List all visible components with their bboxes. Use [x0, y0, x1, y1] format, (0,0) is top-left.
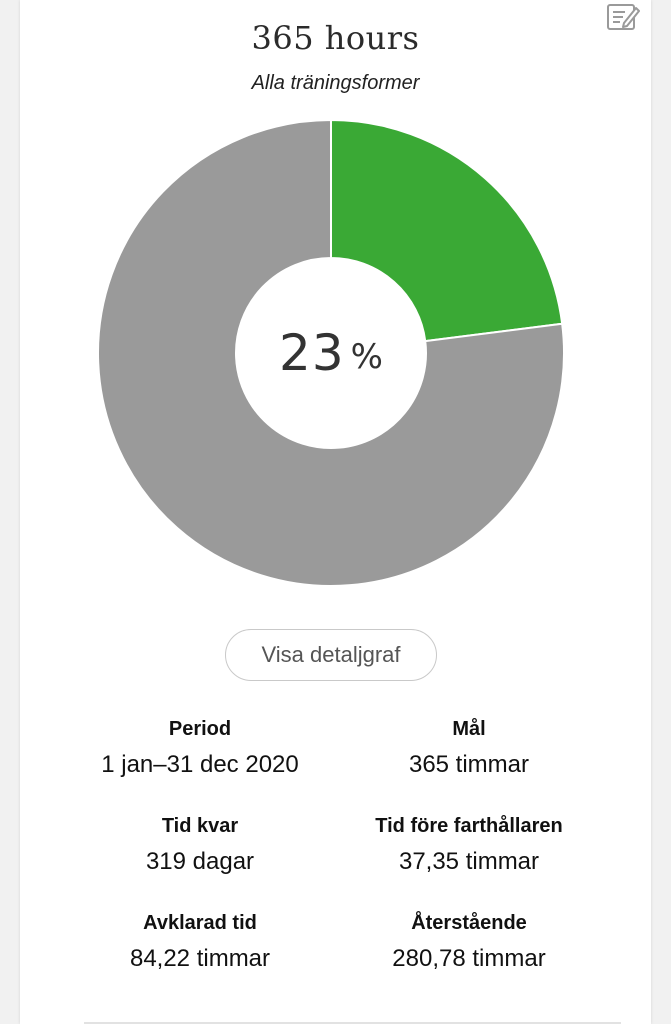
stat-value: 1 jan–31 dec 2020: [101, 751, 299, 778]
stat-label: Tid före farthållaren: [375, 815, 563, 837]
stat-remaining: Återstående 280,78 timmar: [319, 912, 619, 973]
stat-value: 84,22 timmar: [129, 945, 271, 972]
stat-label: Avklarad tid: [143, 912, 257, 934]
stat-value: 319 dagar: [145, 848, 255, 875]
stat-label: Tid kvar: [161, 815, 239, 837]
stat-ahead-of-pacer: Tid före farthållaren 37,35 timmar: [319, 815, 619, 876]
stat-completed: Avklarad tid 84,22 timmar: [50, 912, 350, 973]
goal-card: 365 hours Alla träningsformer 23 % Visa …: [20, 0, 651, 1024]
stat-period: Period 1 jan–31 dec 2020: [50, 718, 350, 779]
stat-value: 365 timmar: [408, 751, 530, 778]
divider: [84, 1022, 621, 1024]
donut-slice-remaining: [98, 120, 564, 586]
edit-icon[interactable]: [605, 1, 641, 33]
stat-label: Återstående: [411, 912, 527, 934]
stat-goal: Mål 365 timmar: [319, 718, 619, 779]
show-detail-graph-button[interactable]: Visa detaljgraf: [225, 629, 437, 681]
stat-value: 37,35 timmar: [398, 848, 540, 875]
goal-subtitle: Alla träningsformer: [251, 72, 420, 94]
stat-label: Period: [168, 718, 232, 740]
stat-value: 280,78 timmar: [392, 945, 546, 972]
stat-label: Mål: [452, 718, 486, 740]
progress-donut-chart: [98, 120, 564, 586]
goal-title: 365 hours: [251, 19, 420, 57]
donut-slice-completed: [330, 120, 564, 343]
stat-time-left: Tid kvar 319 dagar: [50, 815, 350, 876]
